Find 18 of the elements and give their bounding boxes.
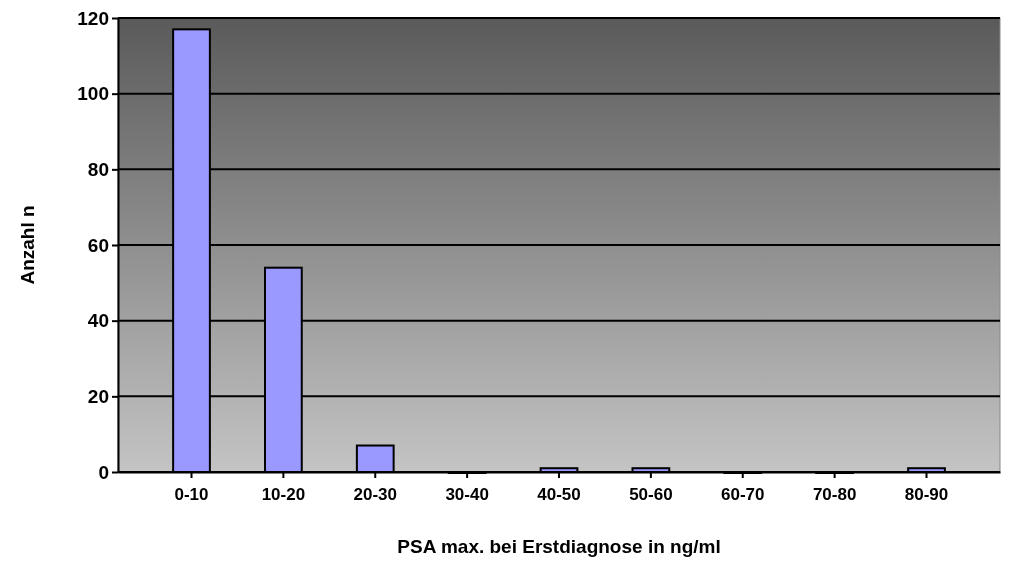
x-tick-label: 20-30 [353,484,397,504]
y-tick-label: 40 [87,310,109,332]
x-tick-label: 50-60 [629,484,673,504]
y-axis-title: Anzahl n [17,205,38,285]
y-tick-label: 0 [98,461,109,483]
y-tick-label: 120 [77,7,109,29]
x-tick-label: 0-10 [174,484,209,504]
y-tick-label: 80 [87,158,109,180]
x-tick-label: 10-20 [261,484,306,504]
y-tick-label: 20 [87,385,109,407]
x-axis-title: PSA max. bei Erstdiagnose in ng/ml [397,536,721,557]
x-tick-label: 40-50 [537,484,581,504]
x-tick-label: 60-70 [721,484,765,504]
y-tick-label: 60 [87,234,109,256]
x-tick-label: 70-80 [812,484,857,504]
x-tick-label: 30-40 [445,484,489,504]
y-tick-label: 100 [77,83,109,105]
x-tick-label: 80-90 [904,484,949,504]
